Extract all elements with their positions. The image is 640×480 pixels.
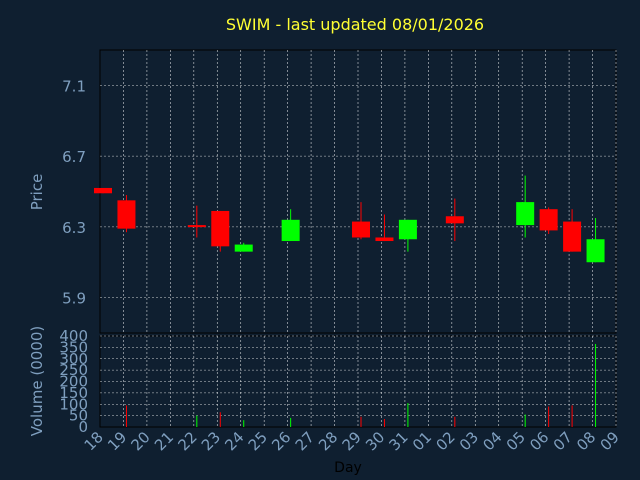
candle-body-06: [539, 209, 558, 231]
volume-tick-label: 250: [59, 361, 88, 379]
price-tick-label: 6.3: [62, 219, 86, 237]
price-tick-label: 6.7: [62, 148, 86, 166]
candle-body-18: [94, 187, 112, 194]
volume-axis-label: Volume (0000): [28, 326, 46, 436]
candle-body-30: [375, 237, 394, 242]
candle-body-08: [586, 239, 605, 263]
candle-body-31: [398, 219, 417, 240]
volume-tick-label: 200: [59, 373, 88, 391]
candle-body-26: [281, 219, 300, 242]
candle-body-02: [445, 216, 464, 224]
volume-tick-label: 100: [59, 395, 88, 413]
candle-body-19: [117, 200, 136, 229]
candle-body-23: [211, 210, 230, 247]
price-axis-label: Price: [28, 174, 46, 211]
volume-tick-label: 50: [69, 407, 88, 425]
candle-body-29: [352, 221, 370, 238]
chart-title: SWIM - last updated 08/01/2026: [226, 15, 484, 34]
volume-tick-label: 0: [78, 418, 88, 436]
volume-tick-label: 300: [59, 350, 88, 368]
volume-tick-label: 350: [59, 338, 88, 356]
volume-tick-label: 150: [59, 384, 88, 402]
price-tick-label: 7.1: [62, 77, 86, 95]
candle-body-05: [516, 202, 535, 226]
volume-tick-label: 400: [59, 327, 88, 345]
day-axis-label: Day: [334, 460, 362, 476]
price-tick-label: 5.9: [62, 290, 86, 308]
candle-body-07: [563, 221, 582, 252]
candle-body-24: [234, 244, 253, 252]
candle-body-22: [187, 225, 206, 228]
x-tick-labels: 1819202122232425262728293031010203040506…: [81, 428, 623, 454]
price-panel: 7.1 6.7 6.3 5.9: [62, 49, 617, 334]
